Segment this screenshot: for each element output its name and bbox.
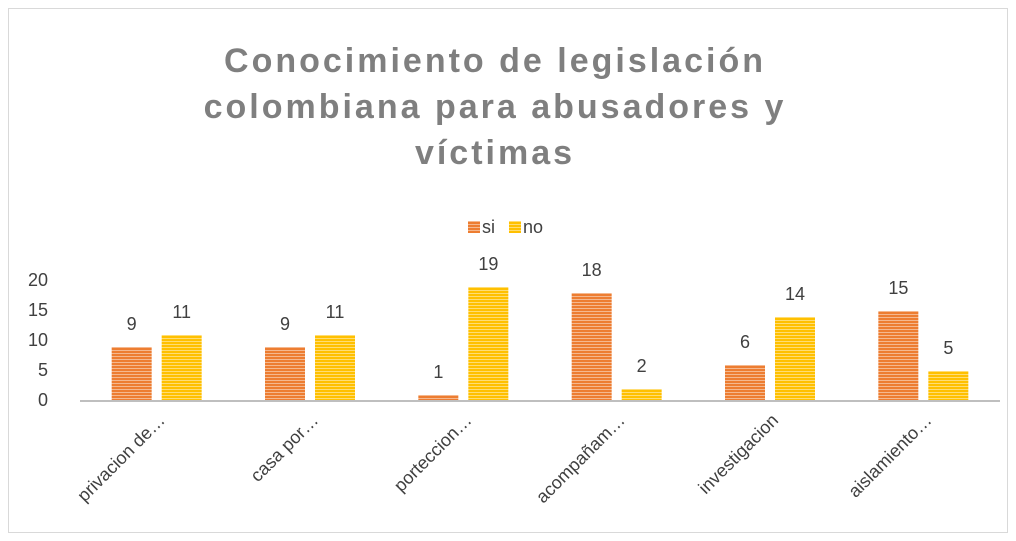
y-tick-label: 15 — [28, 300, 48, 320]
data-label: 9 — [127, 314, 137, 334]
bar — [161, 335, 202, 401]
x-tick-label: porteccion… — [390, 410, 476, 496]
bar — [775, 317, 815, 401]
data-label: 11 — [326, 302, 345, 322]
legend-label: si — [482, 217, 495, 237]
bar — [571, 293, 612, 401]
data-label: 6 — [740, 332, 750, 352]
legend-swatch — [509, 221, 521, 233]
bar — [878, 311, 919, 401]
bar — [725, 365, 765, 401]
bar — [468, 287, 509, 401]
x-tick-label: acompañam… — [532, 410, 629, 507]
data-label: 2 — [637, 356, 647, 376]
y-tick-label: 10 — [28, 330, 48, 350]
legend-swatch — [468, 221, 480, 233]
data-label: 1 — [433, 362, 443, 382]
chart-frame — [8, 8, 1008, 533]
y-tick-label: 5 — [38, 360, 48, 380]
data-label: 15 — [888, 278, 908, 298]
data-label: 9 — [280, 314, 290, 334]
bar — [265, 347, 305, 401]
bar — [111, 347, 152, 401]
bar — [928, 371, 969, 401]
bar — [315, 335, 355, 401]
chart-title: Conocimiento de legislación colombiana p… — [203, 42, 787, 172]
data-label: 5 — [943, 338, 953, 358]
x-tick-label: aislamiento… — [844, 410, 935, 501]
bar — [418, 395, 459, 401]
x-tick-label: privacion de… — [73, 410, 169, 506]
y-tick-label: 20 — [28, 270, 48, 290]
legend-label: no — [523, 217, 543, 237]
data-label: 18 — [582, 260, 602, 280]
bar — [621, 389, 662, 401]
data-label: 14 — [785, 284, 805, 304]
y-tick-label: 0 — [38, 390, 48, 410]
data-label: 19 — [478, 254, 498, 274]
x-tick-label: casa por… — [246, 410, 322, 486]
x-tick-label: investigacion — [694, 410, 782, 498]
data-label: 11 — [172, 302, 191, 322]
